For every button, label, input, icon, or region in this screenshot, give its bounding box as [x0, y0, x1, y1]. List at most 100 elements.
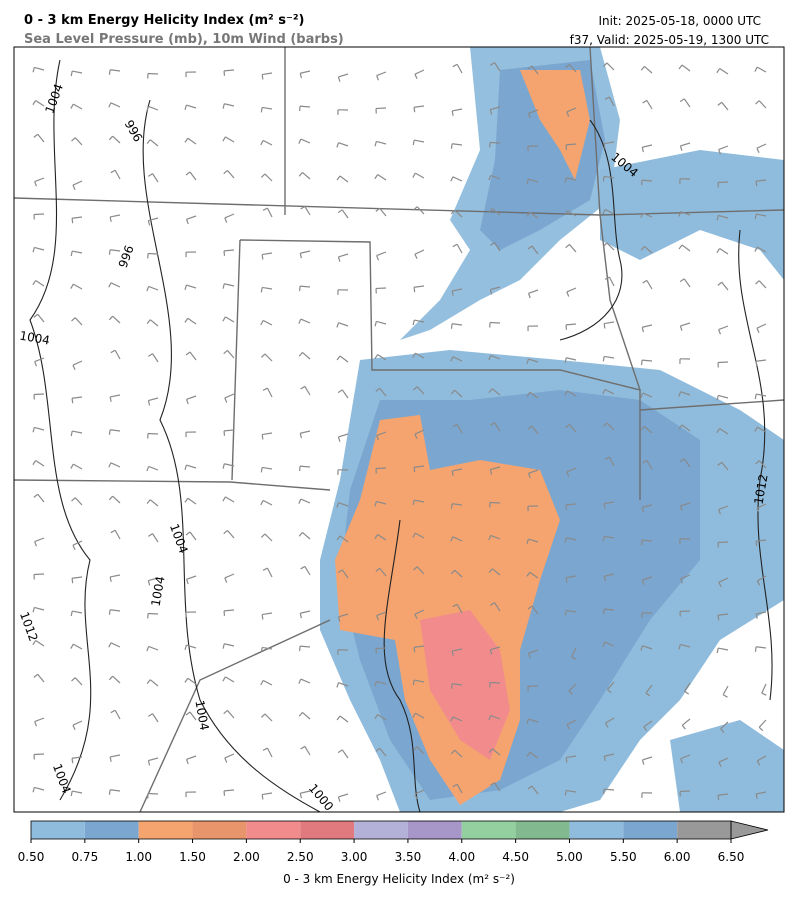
wind-barb: [756, 213, 767, 217]
wind-barb-flag: [71, 317, 76, 322]
wind-barb: [186, 644, 197, 649]
wind-barb-flag: [147, 580, 151, 586]
wind-barb: [225, 676, 235, 683]
wind-barb: [717, 361, 729, 364]
wind-barb-flag: [565, 577, 568, 583]
wind-barb: [494, 422, 501, 432]
wind-barb-flag: [108, 135, 114, 141]
wind-barb-flag: [755, 361, 758, 367]
wind-barb-flag: [680, 578, 684, 584]
wind-barb-flag: [645, 692, 651, 697]
wind-barb: [189, 531, 197, 541]
wind-barb: [605, 717, 615, 724]
wind-barb: [414, 352, 425, 359]
wind-barb: [110, 462, 121, 468]
wind-barb: [414, 105, 425, 108]
wind-barb-flag: [717, 461, 723, 466]
wind-barb: [299, 465, 311, 468]
wind-barb: [642, 756, 653, 761]
helicity-fill: [520, 70, 590, 180]
wind-barb: [414, 139, 425, 143]
wind-barb-flag: [108, 495, 114, 501]
colorbar-frame: [30, 820, 732, 840]
wind-barb: [262, 466, 273, 470]
wind-barb: [566, 467, 577, 473]
wind-barb: [414, 645, 425, 648]
wind-barb: [35, 280, 45, 287]
wind-barb-flag: [640, 212, 644, 218]
map-frame: [13, 46, 785, 813]
wind-barb: [456, 63, 463, 74]
wind-barb: [452, 716, 463, 722]
wind-barb: [302, 351, 311, 360]
wind-barb: [604, 573, 615, 577]
wind-barb: [148, 577, 159, 582]
wind-barb-flag: [490, 602, 495, 606]
wind-barb-flag: [718, 761, 722, 768]
wind-barb-flag: [489, 469, 493, 475]
wind-barb-flag: [108, 642, 112, 648]
wind-barb: [718, 505, 729, 511]
wind-barb: [644, 425, 653, 434]
wind-barb: [262, 499, 273, 506]
wind-barb-flag: [412, 172, 416, 178]
wind-barb: [604, 175, 615, 179]
wind-barb: [376, 611, 387, 617]
wind-barb: [302, 171, 311, 180]
wind-barb-flag: [70, 790, 73, 797]
wind-barb: [376, 431, 387, 437]
wind-barb: [416, 386, 425, 395]
wind-barb-flag: [110, 709, 116, 714]
wind-barb: [33, 753, 45, 756]
valid-time: f37, Valid: 2025-05-19, 1300 UTC: [570, 33, 769, 47]
wind-barb-flag: [299, 613, 302, 619]
wind-barb: [300, 430, 311, 434]
wind-barb-flag: [527, 473, 531, 479]
wind-barb-flag: [337, 796, 341, 802]
wind-barb: [149, 679, 159, 687]
wind-barb: [529, 211, 539, 219]
isobar: [738, 229, 773, 701]
helicity-fill: [420, 610, 510, 760]
colorbar-segment: [407, 821, 462, 839]
wind-barb-flag: [452, 603, 458, 608]
wind-barb: [490, 714, 501, 720]
wind-barb-flag: [108, 249, 111, 255]
wind-barb: [531, 785, 539, 795]
wind-barb: [338, 502, 349, 507]
wind-barb: [454, 569, 463, 578]
wind-barb-flag: [260, 353, 266, 358]
wind-barb: [304, 206, 311, 216]
wind-barb: [37, 313, 45, 323]
wind-barb: [379, 387, 387, 397]
wind-barb: [262, 139, 273, 146]
wind-barb: [225, 316, 235, 323]
wind-barb-flag: [678, 64, 683, 70]
wind-barb-flag: [488, 568, 493, 573]
wind-barb: [456, 603, 463, 614]
wind-barb: [376, 251, 387, 257]
wind-barb-flag: [298, 532, 303, 537]
wind-barb-flag: [564, 177, 567, 183]
wind-barb: [643, 720, 653, 728]
wind-barb-flag: [602, 536, 605, 542]
wind-barb: [568, 64, 577, 73]
wind-barb: [565, 143, 577, 146]
wind-barb: [34, 66, 45, 71]
wind-barb: [74, 137, 83, 146]
wind-barb-flag: [223, 350, 228, 355]
wind-barb: [606, 242, 615, 251]
wind-barb-flag: [375, 567, 381, 572]
wind-barb: [112, 135, 121, 144]
wind-barb: [604, 753, 615, 757]
wind-barb: [456, 783, 463, 794]
wind-barb: [262, 106, 273, 110]
wind-barb-flag: [185, 351, 191, 356]
wind-barb-flag: [261, 254, 264, 260]
colorbar-segment: [138, 821, 193, 839]
wind-barb-flag: [488, 388, 493, 393]
wind-barb: [604, 141, 615, 145]
wind-barb: [226, 170, 235, 179]
wind-barb: [718, 325, 729, 331]
wind-barb-flag: [527, 245, 533, 250]
